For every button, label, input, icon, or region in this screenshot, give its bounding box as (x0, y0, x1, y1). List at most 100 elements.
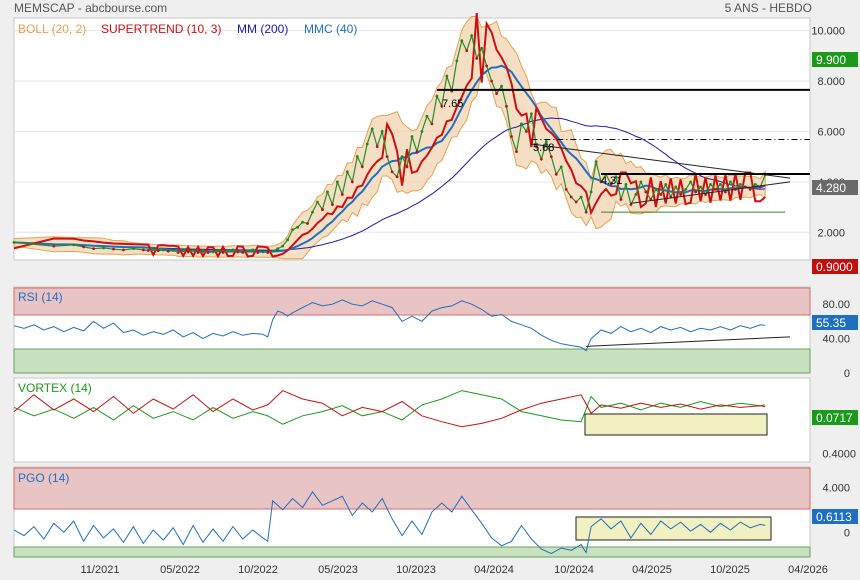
panel-y-tick-label: 0 (844, 368, 850, 380)
tag-main-top: 9.900 (816, 53, 846, 67)
price-point (525, 130, 528, 133)
mm200-line (13, 117, 766, 251)
price-point (470, 34, 474, 38)
supertrend-line (13, 13, 766, 259)
price-point (191, 249, 195, 252)
price-point (395, 175, 399, 179)
price-point (335, 180, 339, 184)
annotation-level-1: 7.65 (442, 98, 463, 110)
main-y-tick-label: 6.000 (817, 126, 845, 138)
tag-main-bottom-bg (812, 259, 858, 274)
price-point (355, 155, 359, 159)
rsi-trendline (586, 336, 791, 347)
price-point (689, 180, 692, 184)
pgo-label: PGO (14) (18, 471, 69, 485)
tag-rsi: 55.35 (816, 316, 846, 330)
price-point (753, 182, 757, 186)
x-tick-label: 04/2026 (788, 564, 828, 576)
price-point (316, 200, 319, 204)
price-point (465, 49, 469, 53)
panel-series-line (13, 490, 766, 555)
price-point (415, 150, 419, 154)
main-y-tick-label: 8.000 (817, 76, 845, 88)
price-point (161, 248, 165, 252)
price-point (146, 249, 150, 252)
price-point (271, 249, 275, 253)
x-tick-label: 10/2025 (710, 564, 750, 576)
panel-y-tick-label: 0.4000 (822, 449, 856, 461)
price-point (639, 180, 643, 184)
price-point (460, 39, 464, 43)
price-point (574, 200, 578, 204)
price-point (699, 185, 702, 189)
price-point (375, 145, 379, 148)
price-point (674, 185, 678, 189)
price-point (171, 249, 175, 252)
price-point (296, 225, 299, 229)
price-point (122, 248, 125, 252)
price-point (510, 135, 513, 138)
triangle-lower-trendline (630, 181, 791, 204)
x-tick-label: 04/2025 (632, 564, 672, 576)
price-point (539, 157, 543, 161)
legend-boll: BOLL (20, 2) (18, 22, 86, 36)
price-point (609, 182, 613, 186)
price-point (400, 155, 404, 159)
tag-main-bottom: 0.9000 (816, 260, 853, 274)
price-point (345, 170, 349, 174)
price-point (390, 170, 394, 174)
tag-main-top-bg (812, 52, 858, 67)
triangle-upper-trendline (531, 143, 791, 179)
price-point (659, 193, 663, 196)
x-tick-label: 10/2023 (396, 564, 436, 576)
price-point (256, 251, 260, 254)
price-point (599, 180, 603, 184)
price-point (246, 249, 250, 253)
price-point (12, 240, 16, 244)
price-point (614, 175, 618, 179)
tag-pgo: 0.6113 (816, 510, 852, 524)
price-point (515, 150, 518, 154)
price-point (564, 188, 568, 191)
price-point (455, 59, 459, 63)
panel-series-line (13, 390, 766, 428)
price-point (520, 122, 523, 126)
price-point (211, 250, 215, 254)
price-point (579, 195, 583, 199)
price-point (544, 140, 548, 143)
price-point (226, 249, 230, 253)
price-point (430, 122, 434, 126)
price-point (549, 155, 553, 159)
price-point (52, 244, 56, 248)
price-point (619, 198, 623, 201)
price-point (166, 249, 170, 253)
x-tick-label: 04/2024 (474, 564, 514, 576)
price-point (694, 190, 697, 194)
vortex-highlight-box (584, 413, 768, 436)
price-point (206, 251, 210, 254)
price-point (748, 188, 752, 191)
price-point (326, 190, 329, 194)
price-point (505, 104, 508, 108)
price-point (370, 127, 374, 131)
price-point (281, 244, 285, 248)
price-point (679, 193, 683, 196)
price-point (589, 190, 593, 194)
price-point (331, 203, 334, 206)
price-point (151, 248, 155, 251)
tag-vortex: 0.0717 (816, 411, 853, 425)
price-point (534, 145, 538, 148)
price-point (405, 165, 409, 169)
rsi-oversold-zone (13, 348, 811, 374)
price-point (365, 142, 369, 146)
price-point (495, 92, 498, 96)
price-point (729, 180, 732, 184)
price-point (530, 112, 533, 116)
price-point (629, 203, 633, 206)
x-tick-label: 11/2021 (81, 564, 120, 576)
price-point (231, 248, 235, 252)
price-point (236, 250, 240, 254)
pgo-highlight-box (575, 516, 772, 541)
price-point (276, 247, 280, 251)
tag-vortex-bg (812, 410, 858, 425)
